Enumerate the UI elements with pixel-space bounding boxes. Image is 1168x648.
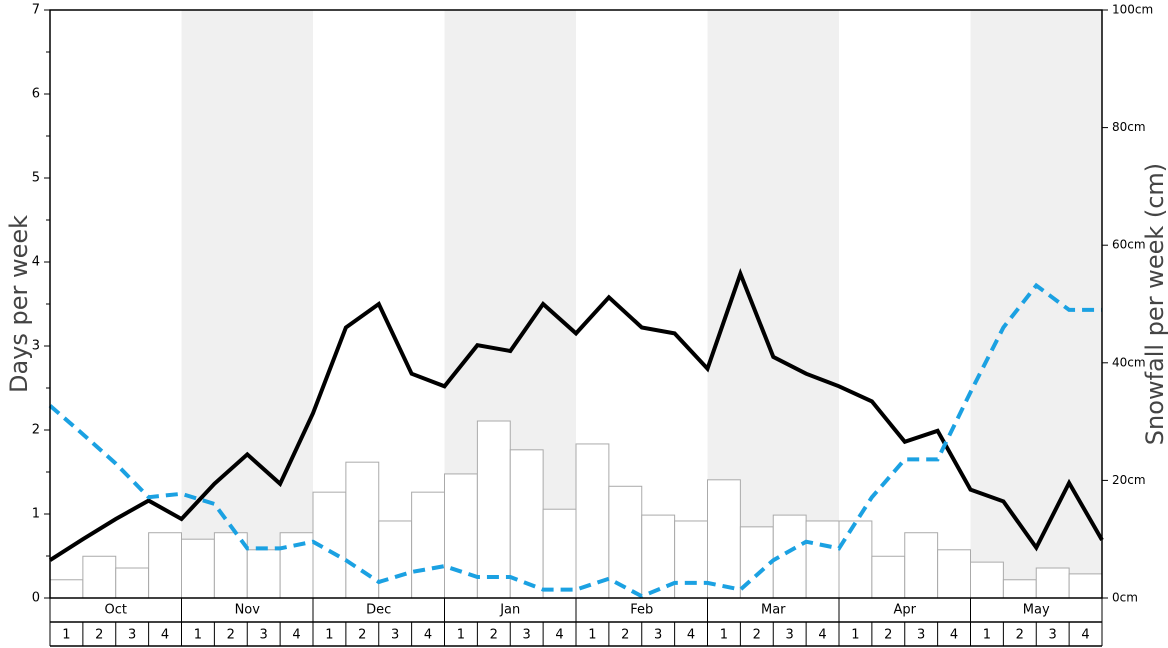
month-band bbox=[181, 10, 313, 598]
y2-tick-label: 80cm bbox=[1112, 120, 1146, 134]
x-tick-label: 4 bbox=[950, 628, 958, 643]
month-label: Oct bbox=[105, 603, 127, 618]
bar bbox=[838, 520, 873, 599]
month-label: May bbox=[1023, 603, 1050, 618]
y-tick-label: 6 bbox=[32, 87, 40, 102]
x-tick-label: 4 bbox=[161, 628, 169, 643]
bar bbox=[1068, 573, 1103, 599]
x-tick-label: 4 bbox=[687, 628, 695, 643]
bar bbox=[707, 479, 741, 599]
y2-tick-label: 100cm bbox=[1112, 3, 1153, 17]
bar bbox=[82, 555, 117, 599]
bar bbox=[1002, 579, 1037, 599]
month-label: Jan bbox=[499, 603, 520, 618]
y-tick-label: 5 bbox=[32, 171, 40, 186]
x-tick-label: 2 bbox=[490, 628, 498, 643]
line-series bbox=[48, 282, 1102, 599]
y2-tick-label: 20cm bbox=[1112, 473, 1146, 487]
bar bbox=[904, 532, 939, 599]
x-tick-label: 1 bbox=[983, 628, 991, 643]
y-tick-label: 3 bbox=[32, 339, 40, 354]
bar bbox=[444, 473, 478, 599]
bar bbox=[279, 532, 314, 599]
bar bbox=[476, 420, 511, 599]
month-label: Apr bbox=[894, 603, 917, 618]
x-tick-label: 4 bbox=[555, 628, 563, 643]
y-tick-label: 2 bbox=[32, 423, 40, 438]
bar bbox=[378, 520, 413, 599]
x-tick-label: 3 bbox=[1049, 628, 1057, 643]
x-tick-label: 2 bbox=[753, 628, 761, 643]
x-tick-label: 3 bbox=[654, 628, 662, 643]
month-label: Nov bbox=[235, 603, 261, 618]
month-label: Feb bbox=[630, 603, 653, 618]
bar bbox=[805, 520, 840, 599]
y-tick-label: 4 bbox=[32, 255, 40, 270]
y2-axis-title: Snowfall per week (cm) bbox=[1141, 163, 1168, 445]
x-tick-label: 1 bbox=[457, 628, 465, 643]
x-tick-label: 1 bbox=[720, 628, 728, 643]
bar bbox=[937, 549, 971, 599]
y2-tick-label: 0cm bbox=[1112, 591, 1138, 605]
x-tick-label: 2 bbox=[1016, 628, 1024, 643]
x-tick-label: 1 bbox=[588, 628, 596, 643]
x-tick-label: 3 bbox=[523, 628, 531, 643]
month-label: Dec bbox=[366, 603, 391, 618]
y-tick-label: 0 bbox=[32, 591, 40, 606]
bar bbox=[1035, 567, 1070, 599]
y-axis-title: Days per week bbox=[5, 215, 33, 393]
y2-tick-label: 60cm bbox=[1112, 238, 1146, 252]
x-tick-label: 3 bbox=[128, 628, 136, 643]
bar bbox=[49, 579, 84, 599]
bar bbox=[411, 491, 445, 599]
bar bbox=[608, 485, 643, 599]
line-series bbox=[48, 268, 1104, 562]
y-tick-label: 1 bbox=[32, 507, 40, 522]
bar bbox=[871, 555, 906, 599]
bar bbox=[148, 532, 182, 599]
y2-tick-label: 40cm bbox=[1112, 355, 1146, 369]
x-tick-label: 1 bbox=[194, 628, 202, 643]
x-tick-label: 2 bbox=[621, 628, 629, 643]
x-tick-label: 4 bbox=[1081, 628, 1089, 643]
bar bbox=[970, 561, 1004, 599]
x-tick-label: 3 bbox=[917, 628, 925, 643]
x-tick-label: 1 bbox=[325, 628, 333, 643]
bar bbox=[674, 520, 708, 599]
x-tick-label: 1 bbox=[62, 628, 70, 643]
bar bbox=[509, 449, 544, 599]
bar bbox=[246, 549, 281, 599]
x-tick-label: 3 bbox=[786, 628, 794, 643]
x-tick-label: 4 bbox=[424, 628, 432, 643]
month-label: Mar bbox=[761, 603, 786, 618]
bar bbox=[345, 461, 380, 599]
month-band bbox=[970, 10, 1102, 598]
bar bbox=[115, 567, 150, 599]
x-tick-label: 2 bbox=[227, 628, 235, 643]
bar bbox=[575, 443, 610, 599]
x-tick-label: 3 bbox=[260, 628, 268, 643]
x-tick-label: 2 bbox=[358, 628, 366, 643]
x-tick-label: 2 bbox=[95, 628, 103, 643]
y-tick-label: 7 bbox=[32, 3, 40, 18]
x-tick-label: 1 bbox=[851, 628, 859, 643]
x-tick-label: 4 bbox=[818, 628, 826, 643]
x-tick-label: 2 bbox=[884, 628, 892, 643]
x-tick-label: 4 bbox=[292, 628, 300, 643]
bar bbox=[181, 538, 215, 599]
bar bbox=[542, 508, 577, 599]
x-tick-label: 3 bbox=[391, 628, 399, 643]
